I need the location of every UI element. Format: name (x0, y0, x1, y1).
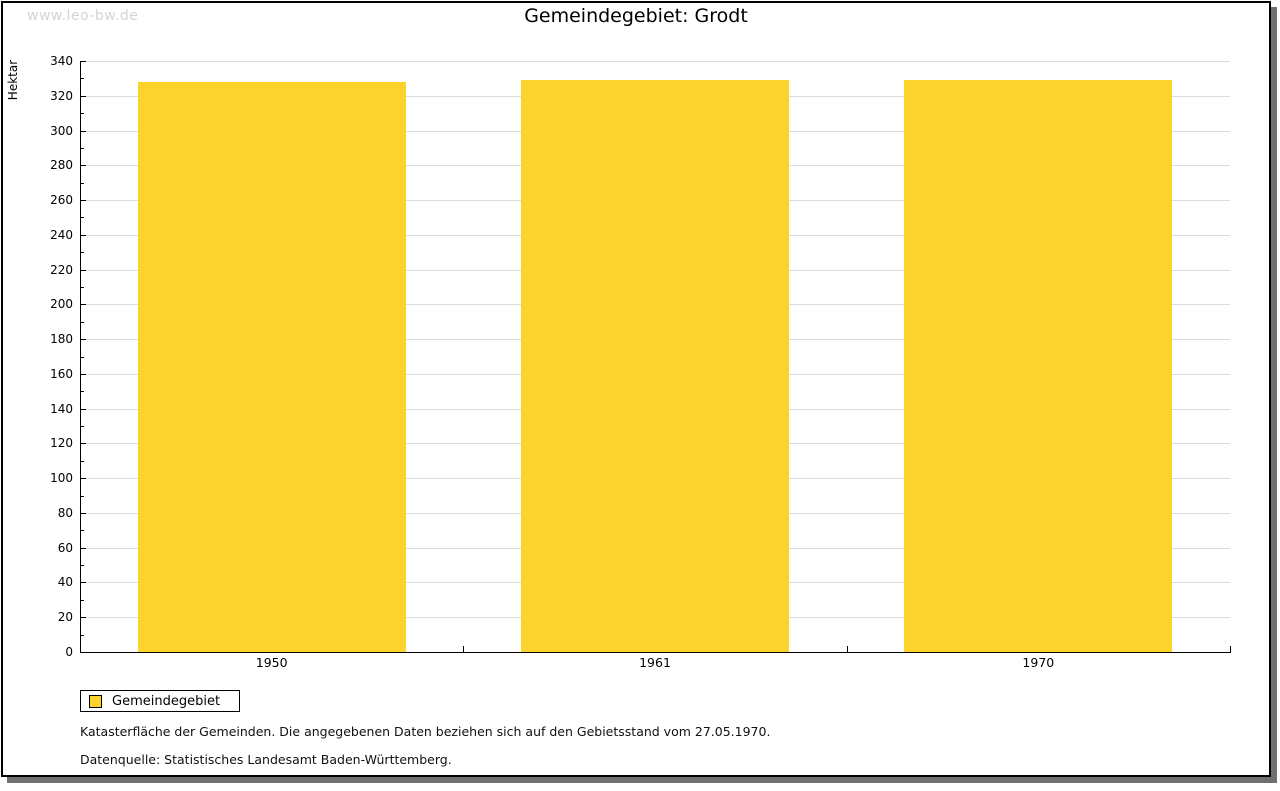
y-minor-tick (80, 634, 84, 636)
y-major-tick (80, 582, 86, 584)
y-major-tick (80, 547, 86, 549)
y-tick-label: 100 (50, 471, 73, 486)
y-minor-tick (80, 182, 84, 184)
y-minor-tick (80, 252, 84, 254)
x-boundary-tick (846, 646, 848, 652)
y-tick-label: 0 (65, 645, 73, 659)
y-tick-label: 280 (50, 158, 73, 173)
y-major-tick (80, 512, 86, 514)
y-tick-label: 20 (57, 610, 73, 625)
y-minor-tick (80, 356, 84, 358)
x-category-label: 1961 (639, 655, 671, 670)
x-boundary-tick (463, 646, 465, 652)
y-minor-tick (80, 321, 84, 323)
gridline (80, 61, 1230, 62)
y-major-tick (80, 617, 86, 619)
y-major-tick (80, 304, 86, 306)
y-tick-label: 320 (50, 88, 73, 103)
y-tick-label: 240 (50, 227, 73, 242)
x-boundary-tick (1230, 646, 1231, 652)
y-tick-label: 80 (57, 505, 73, 520)
y-major-tick (80, 234, 86, 236)
y-major-tick (80, 61, 86, 62)
y-minor-tick (80, 530, 84, 532)
legend-box: Gemeindegebiet (80, 690, 240, 712)
y-minor-tick (80, 495, 84, 497)
y-tick-label: 220 (50, 262, 73, 277)
y-major-tick (80, 478, 86, 480)
y-tick-label: 260 (50, 193, 73, 208)
y-major-tick (80, 95, 86, 97)
y-tick-label: 60 (57, 540, 73, 555)
y-major-tick (80, 130, 86, 132)
legend-swatch (89, 694, 102, 708)
y-major-tick (80, 373, 86, 375)
y-major-tick (80, 269, 86, 271)
bar-1970 (904, 80, 1173, 652)
x-axis-line (80, 652, 1231, 653)
watermark-leo-bw: www.leo-bw.de (27, 8, 139, 24)
x-category-label: 1950 (255, 655, 288, 670)
y-minor-tick (80, 113, 84, 115)
footnote-source-note: Katasterfläche der Gemeinden. Die angege… (80, 724, 771, 739)
y-major-tick (80, 443, 86, 445)
chart-page: www.leo-bw.de Gemeindegebiet: Grodt Hekt… (1, 1, 1271, 777)
y-minor-tick (80, 460, 84, 462)
y-major-tick (80, 200, 86, 202)
y-tick-label: 340 (50, 54, 73, 68)
y-major-tick (80, 165, 86, 167)
y-minor-tick (80, 217, 84, 219)
y-tick-label: 160 (50, 366, 73, 381)
y-minor-tick (80, 426, 84, 428)
y-tick-label: 40 (57, 575, 73, 590)
x-category-label: 1970 (1022, 655, 1055, 670)
y-minor-tick (80, 599, 84, 601)
y-minor-tick (80, 391, 84, 393)
y-minor-tick (80, 565, 84, 567)
y-tick-label: 120 (50, 436, 73, 451)
bar-1961 (521, 80, 789, 652)
y-axis-line (80, 61, 81, 653)
y-minor-tick (80, 147, 84, 149)
y-minor-tick (80, 78, 84, 80)
page-title: Gemeindegebiet: Grodt (524, 5, 748, 27)
y-major-tick (80, 339, 86, 341)
y-tick-label: 300 (50, 123, 73, 138)
y-tick-label: 200 (50, 297, 73, 312)
footnote-data-source: Datenquelle: Statistisches Landesamt Bad… (80, 752, 452, 767)
y-tick-label: 140 (50, 401, 73, 416)
bar-1950 (137, 81, 406, 652)
bar-chart: 0 20 40 60 80 100 120 140 160 180 200 220 240 260 280 3… (3, 3, 1269, 775)
y-tick-label: 180 (50, 332, 73, 347)
y-major-tick (80, 408, 86, 410)
y-minor-tick (80, 286, 84, 288)
legend-label: Gemeindegebiet (112, 693, 221, 709)
